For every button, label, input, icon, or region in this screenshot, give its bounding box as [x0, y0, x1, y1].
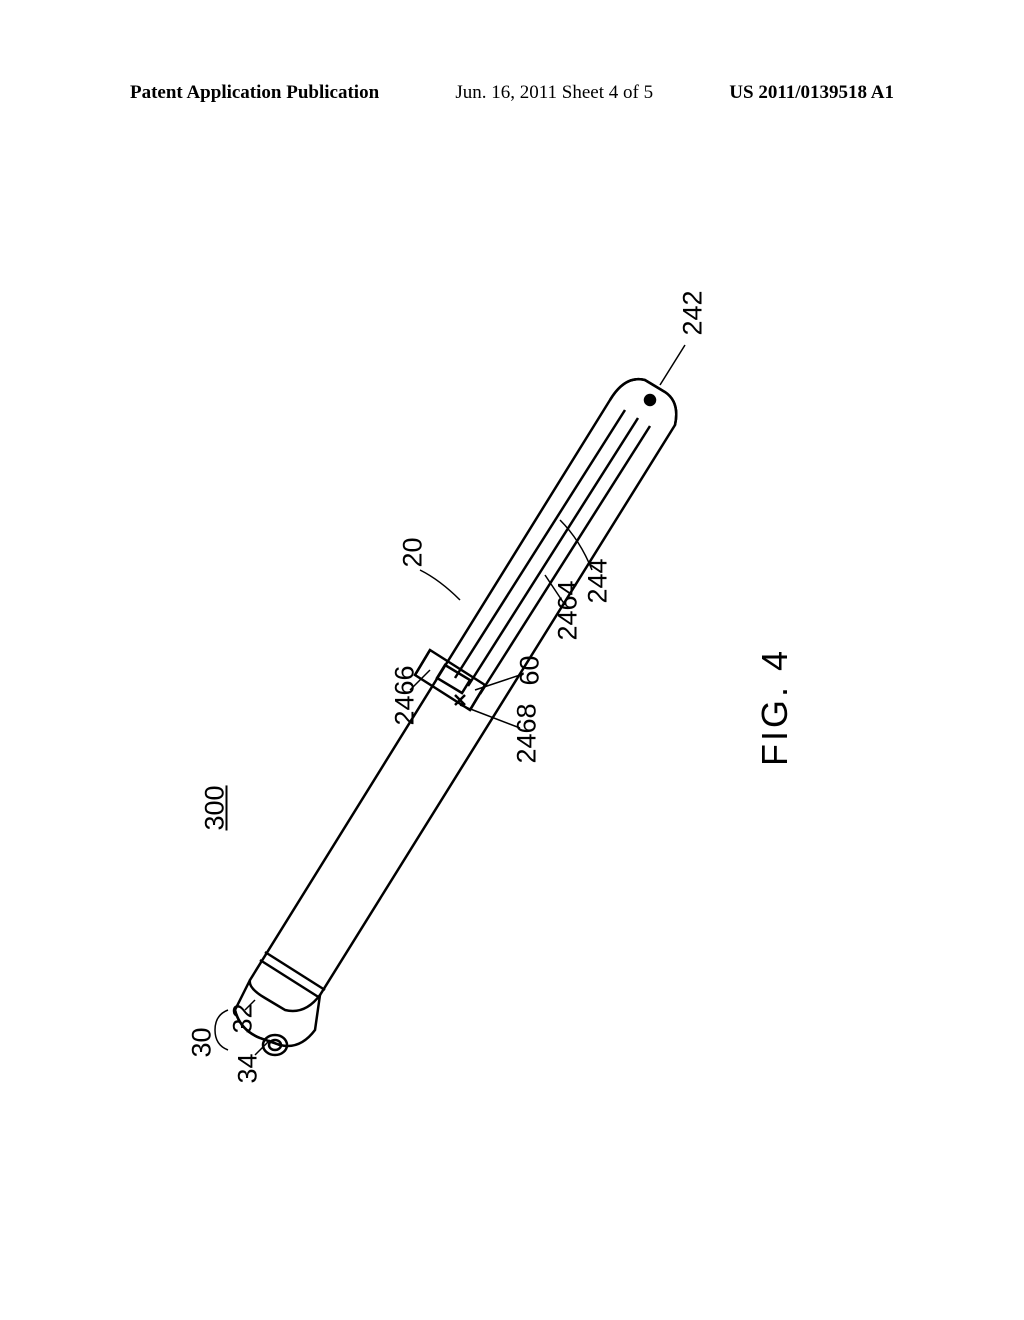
header-publication-type: Patent Application Publication	[130, 82, 379, 104]
ref-300: 300	[200, 785, 231, 830]
ref-2464: 2464	[553, 580, 584, 640]
ref-32: 32	[228, 1003, 259, 1033]
ref-2468: 2468	[512, 703, 543, 763]
ref-60: 60	[515, 655, 546, 685]
ref-2466: 2466	[390, 665, 421, 725]
ref-34: 34	[233, 1053, 264, 1083]
figure-label: FIG. 4	[754, 648, 796, 766]
ref-244: 244	[583, 558, 614, 603]
ref-242: 242	[678, 290, 709, 335]
header-date-sheet: Jun. 16, 2011 Sheet 4 of 5	[455, 82, 653, 104]
header-publication-number: US 2011/0139518 A1	[729, 82, 894, 104]
ref-30: 30	[187, 1027, 218, 1057]
page-header: Patent Application Publication Jun. 16, …	[0, 82, 1024, 104]
figure-container: 300 242 244 2464 20 60 2468 2466 30 32 3…	[120, 200, 900, 1100]
ref-20: 20	[398, 537, 429, 567]
